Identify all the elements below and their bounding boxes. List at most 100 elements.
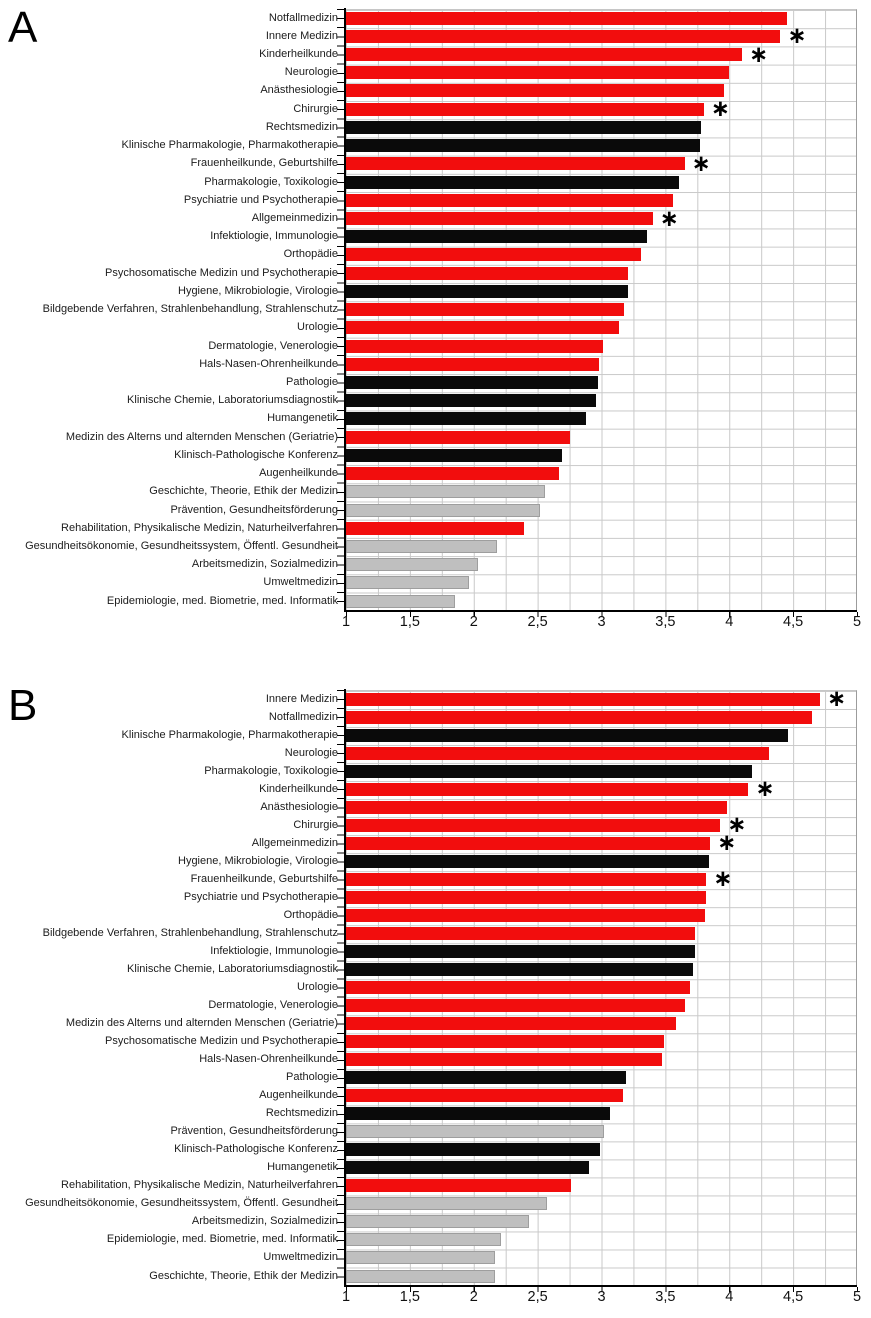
bar [346, 1035, 665, 1049]
bar-row: Bildgebende Verfahren, Strahlenbehandlun… [0, 924, 857, 942]
bar-track [346, 798, 857, 816]
bar [346, 48, 743, 62]
bar-label: Gesundheitsökonomie, Gesundheitssystem, … [25, 539, 338, 552]
x-tick-label: 3,5 [655, 1289, 676, 1305]
bar [346, 926, 695, 940]
bar [346, 339, 603, 353]
bar-track [346, 556, 857, 574]
bar-track [346, 1069, 857, 1087]
bar-label: Chirurgie [293, 818, 338, 831]
bar [346, 981, 690, 995]
bar-row: Frauenheilkunde, Geburtshilfe ∗ [0, 152, 857, 175]
x-axis-ticks [346, 1287, 858, 1292]
bar-track [346, 64, 857, 82]
bar-track [346, 1015, 857, 1033]
bar-row: Innere Medizin ∗ [0, 25, 857, 48]
bar-row: Klinische Pharmakologie, Pharmakotherapi… [0, 137, 857, 155]
bar-row: Urologie [0, 979, 857, 997]
bar-row: Medizin des Alterns und alternden Mensch… [0, 428, 857, 446]
bar-label: Pathologie [286, 375, 338, 388]
bar-row: Hals-Nasen-Ohrenheilkunde [0, 1051, 857, 1069]
bar-track [346, 173, 857, 191]
bar [346, 800, 727, 814]
bar-label: Geschichte, Theorie, Ethik der Medizin [149, 1269, 338, 1282]
bar-track [346, 1159, 857, 1177]
bar-label: Hals-Nasen-Ohrenheilkunde [199, 1053, 338, 1066]
bar-track [346, 373, 857, 391]
bar-track [346, 118, 857, 136]
bar-label: Pathologie [286, 1071, 338, 1084]
bar-track [346, 519, 857, 537]
bar-label: Pharmakologie, Toxikologie [204, 764, 338, 777]
bar [346, 1071, 626, 1085]
y-axis-ticks [337, 690, 344, 1285]
bar-row: Allgemeinmedizin ∗ [0, 207, 857, 230]
bar-track [346, 1033, 857, 1051]
bar-track [346, 1195, 857, 1213]
bar [346, 375, 598, 389]
bar-label: Dermatologie, Venerologie [208, 339, 338, 352]
bar [346, 746, 769, 760]
bar [346, 321, 620, 335]
bar-row: Kinderheilkunde ∗ [0, 43, 857, 66]
bar-label: Kinderheilkunde [259, 782, 338, 795]
bar-row: Augenheilkunde [0, 464, 857, 482]
bar-label: Innere Medizin [265, 692, 338, 705]
bar [346, 872, 707, 886]
bar-track: ∗ [346, 814, 857, 837]
bar-track [346, 942, 857, 960]
bar-label: Frauenheilkunde, Geburtshilfe [190, 872, 338, 885]
bar [346, 1215, 529, 1229]
bar-track [346, 979, 857, 997]
x-axis-line [344, 1285, 857, 1287]
bar-label: Allgemeinmedizin [251, 212, 338, 225]
bar-label: Medizin des Alterns und alternden Mensch… [65, 430, 338, 443]
bar-track [346, 337, 857, 355]
bar-row: Augenheilkunde [0, 1087, 857, 1105]
bar-row: Dermatologie, Venerologie [0, 997, 857, 1015]
bar-track: ∗ [346, 688, 857, 711]
bar [346, 284, 629, 298]
bar-label: Psychosomatische Medizin und Psychothera… [105, 266, 338, 279]
bar-row: Gesundheitsökonomie, Gesundheitssystem, … [0, 537, 857, 555]
bar-label: Hygiene, Mikrobiologie, Virologie [178, 854, 338, 867]
bar-label: Prävention, Gesundheitsförderung [170, 503, 338, 516]
bar-row: Psychosomatische Medizin und Psychothera… [0, 1033, 857, 1051]
bar-track: ∗ [346, 43, 857, 66]
bar-label: Infektiologie, Immunologie [210, 230, 338, 243]
bar-track [346, 574, 857, 592]
bar-row: Gesundheitsökonomie, Gesundheitssystem, … [0, 1195, 857, 1213]
bar [346, 521, 524, 535]
bar-label: Neurologie [284, 746, 338, 759]
bar-track [346, 852, 857, 870]
bar [346, 412, 587, 426]
bar-track [346, 537, 857, 555]
bar-row: Notfallmedizin [0, 9, 857, 27]
bar-row: Medizin des Alterns und alternden Mensch… [0, 1015, 857, 1033]
x-axis-labels: 1 1,5 2 2,5 3 3,5 4 4,5 5 [342, 1289, 861, 1308]
panel-letter-a: A [8, 3, 38, 52]
bar-track [346, 1141, 857, 1159]
bar [346, 120, 702, 134]
bar-label: Augenheilkunde [259, 467, 338, 480]
bar-label: Neurologie [284, 66, 338, 79]
bar-row: Notfallmedizin [0, 708, 857, 726]
bar-row: Klinische Chemie, Laboratoriumsdiagnosti… [0, 392, 857, 410]
bar-label: Urologie [297, 321, 338, 334]
bar-label: Chirurgie [293, 102, 338, 115]
bar [346, 692, 820, 706]
bar-label: Umweltmedizin [263, 1251, 338, 1264]
bar-track: ∗ [346, 25, 857, 48]
x-tick-label: 1 [341, 1289, 351, 1305]
bar [346, 594, 455, 608]
bar-row: Neurologie [0, 64, 857, 82]
bar [346, 394, 597, 408]
bar-row: Epidemiologie, med. Biometrie, med. Info… [0, 592, 857, 610]
bar-row: Rechtsmedizin [0, 118, 857, 136]
x-tick-label: 3,5 [655, 614, 676, 630]
bar-row: Prävention, Gesundheitsförderung [0, 1123, 857, 1141]
bar-label: Psychosomatische Medizin und Psychothera… [105, 1035, 338, 1048]
bar-label: Klinische Pharmakologie, Pharmakotherapi… [121, 139, 338, 152]
bar-track [346, 924, 857, 942]
bar-row: Chirurgie ∗ [0, 814, 857, 837]
